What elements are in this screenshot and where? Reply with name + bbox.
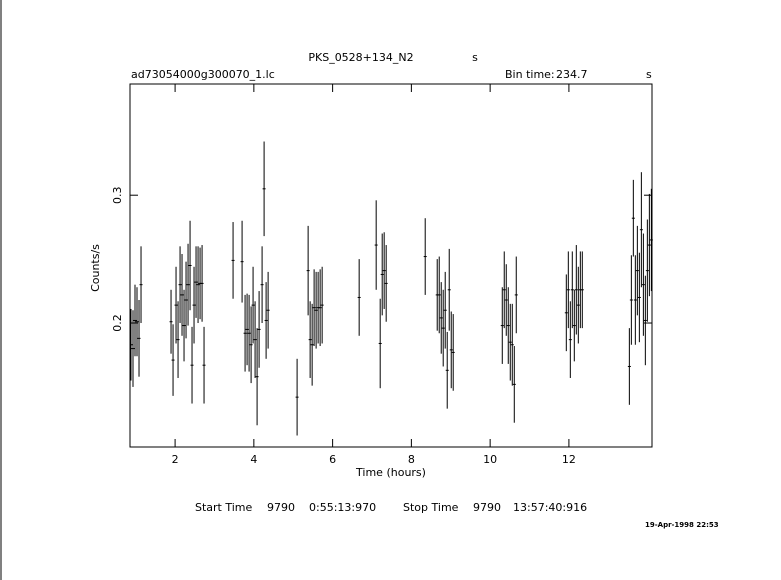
x-axis-label: Time (hours) (355, 466, 426, 479)
start-time: 0:55:13:970 (309, 501, 376, 514)
x-tick-label: 4 (250, 453, 257, 466)
start-day: 9790 (267, 501, 295, 514)
y-axis-label: Counts/s (89, 244, 102, 292)
stop-day: 9790 (473, 501, 501, 514)
bin-time-unit: s (646, 68, 652, 81)
stop-time: 13:57:40:916 (513, 501, 587, 514)
y-tick-label: 0.3 (111, 186, 124, 204)
y-tick-label: 0.2 (111, 314, 124, 332)
plot-frame (129, 83, 653, 448)
x-tick-label: 8 (408, 453, 415, 466)
stop-label: Stop Time (403, 501, 459, 514)
start-label: Start Time (195, 501, 253, 514)
plot-date: 19-Apr-1998 22:53 (645, 521, 719, 529)
bin-time-label: Bin time: (505, 68, 555, 81)
x-tick-label: 6 (329, 453, 336, 466)
file-name: ad73054000g300070_1.lc (131, 68, 275, 81)
x-tick-label: 10 (483, 453, 497, 466)
chart-title: PKS_0528+134_N2 (308, 51, 413, 64)
x-tick-label: 12 (562, 453, 576, 466)
bin-time: 234.7 (556, 68, 588, 81)
x-tick-label: 2 (172, 453, 179, 466)
title-unit: s (472, 51, 478, 64)
